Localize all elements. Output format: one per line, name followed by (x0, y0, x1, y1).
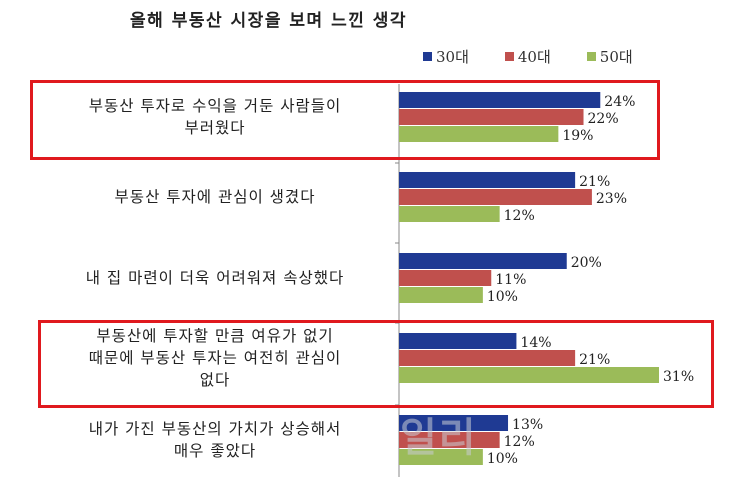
watermark: 일리 (400, 415, 478, 461)
highlight-box-cat-3 (38, 320, 714, 408)
bar-30s-cat-3 (399, 333, 517, 349)
data-label: 14% (520, 335, 551, 351)
category-label-1: 부동산 투자에 관심이 생겼다 (40, 186, 390, 208)
data-label: 12% (504, 434, 535, 450)
category-label-line: 부동산에 투자할 만큼 여유가 없기 (96, 327, 334, 345)
category-label-line: 때문에 부동산 투자는 여전히 관심이 (88, 349, 342, 367)
data-label: 20% (571, 255, 602, 271)
chart-title: 올해 부동산 시장을 보며 느낀 생각 (130, 11, 408, 31)
bar-50s-cat-4 (399, 449, 483, 465)
category-label-line: 매우 좋았다 (173, 442, 257, 460)
data-label: 21% (579, 174, 610, 190)
category-label-2: 내 집 마련이 더욱 어려워져 속상했다 (40, 267, 390, 289)
legend-item-40s: 40대 (504, 46, 551, 67)
bar-30s-cat-2 (399, 253, 567, 269)
legend-swatch-40s (504, 52, 514, 61)
bar-40s-cat-2 (399, 270, 492, 286)
category-label-line: 내가 가진 부동산의 가치가 상승해서 (88, 420, 342, 438)
bar-30s-cat-4 (399, 415, 509, 431)
category-label-line: 부동산 투자에 관심이 생겼다 (114, 188, 316, 206)
data-label: 21% (579, 352, 610, 368)
bar-30s-cat-0 (399, 92, 601, 108)
data-label: 19% (562, 128, 593, 144)
legend-swatch-30s (423, 52, 432, 61)
legend-item-30s: 30대 (423, 46, 469, 67)
legend: 30대 40대 50대 (423, 46, 669, 67)
highlight-box-cat-0 (30, 80, 660, 160)
data-label: 11% (495, 272, 526, 288)
bar-40s-cat-1 (399, 189, 592, 205)
data-label: 22% (588, 111, 619, 127)
bar-30s-cat-1 (399, 172, 576, 188)
legend-label-50s: 50대 (599, 48, 633, 66)
bar-40s-cat-0 (399, 109, 584, 125)
bar-50s-cat-1 (399, 206, 500, 222)
data-label: 10% (487, 451, 518, 467)
data-label: 12% (504, 208, 535, 224)
category-label-line: 부러웠다 (184, 119, 246, 137)
legend-label-30s: 30대 (436, 48, 469, 66)
category-label-line: 내 집 마련이 더욱 어려워져 속상했다 (85, 269, 345, 287)
bar-40s-cat-4 (399, 432, 500, 448)
data-label: 13% (512, 417, 543, 433)
bar-40s-cat-3 (399, 350, 576, 366)
data-label: 24% (604, 94, 635, 110)
category-label-line: 없다 (199, 371, 231, 389)
bar-50s-cat-0 (399, 126, 559, 142)
legend-swatch-50s (586, 52, 596, 61)
category-label-line: 부동산 투자로 수익을 거둔 사람들이 (88, 97, 342, 115)
data-label: 23% (596, 191, 627, 207)
legend-item-50s: 50대 (586, 46, 633, 67)
bar-50s-cat-3 (399, 367, 659, 383)
legend-label-40s: 40대 (517, 48, 551, 66)
data-label: 10% (487, 289, 518, 305)
bar-50s-cat-2 (399, 287, 483, 303)
data-label: 31% (663, 369, 694, 385)
